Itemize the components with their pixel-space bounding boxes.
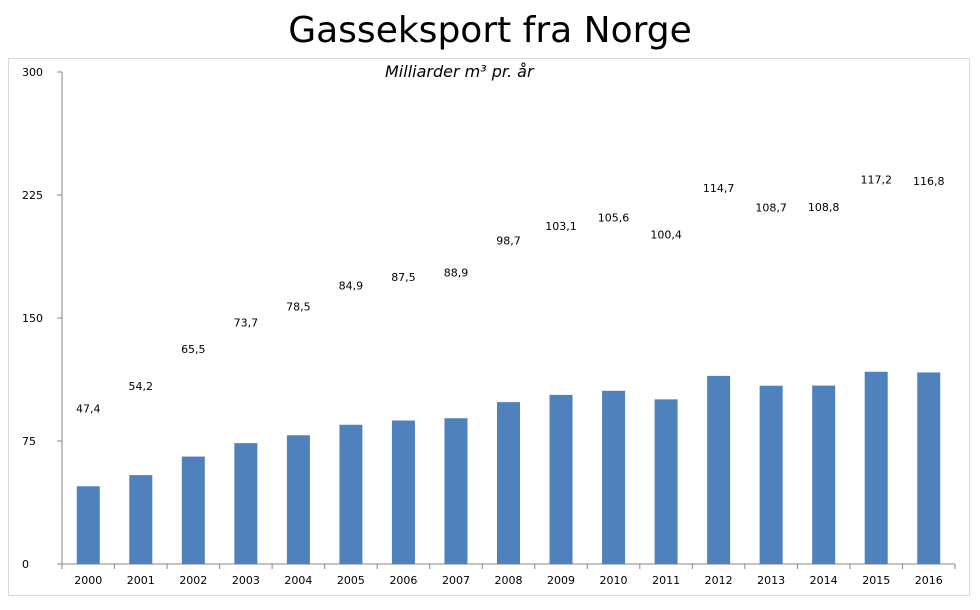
bar <box>917 372 941 564</box>
chart-bars <box>76 371 941 564</box>
data-label: 98,7 <box>496 234 521 247</box>
data-label: 47,4 <box>76 403 101 416</box>
x-tick-label: 2009 <box>547 574 575 587</box>
x-tick-label: 2002 <box>179 574 207 587</box>
data-label: 116,8 <box>913 175 945 188</box>
y-tick-label: 225 <box>22 189 43 202</box>
x-tick-label: 2001 <box>127 574 155 587</box>
bar <box>602 390 626 564</box>
data-label: 88,9 <box>444 266 469 279</box>
data-label: 108,7 <box>755 201 787 214</box>
chart-frame <box>8 58 970 596</box>
bar <box>654 399 678 564</box>
y-tick-label: 75 <box>22 435 36 448</box>
data-label: 100,4 <box>650 229 682 242</box>
y-tick-label: 0 <box>22 558 29 571</box>
bar <box>549 394 573 564</box>
bar <box>234 443 258 564</box>
data-label: 65,5 <box>181 343 206 356</box>
chart-value-labels: 2000 47,4 2001 54,2 2002 65,5 2003 73,7 2004 78,5… <box>74 174 944 587</box>
chart-axes: 0 75 150 225 300 <box>22 66 956 571</box>
x-tick-label: 2015 <box>862 574 890 587</box>
x-tick-label: 2000 <box>74 574 102 587</box>
chart-subtitle: Milliarder m³ pr. år <box>385 62 534 81</box>
bar <box>339 424 363 564</box>
bar <box>444 418 468 564</box>
x-tick-label: 2005 <box>337 574 365 587</box>
data-label: 78,5 <box>286 301 311 314</box>
bar <box>286 435 310 564</box>
bar <box>497 402 520 564</box>
x-tick-label: 2004 <box>284 574 312 587</box>
data-label: 87,5 <box>391 271 416 284</box>
data-label: 103,1 <box>545 220 577 233</box>
y-tick-label: 300 <box>22 66 43 79</box>
x-tick-label: 2014 <box>810 574 838 587</box>
data-label: 84,9 <box>339 280 364 293</box>
bar <box>391 420 415 564</box>
bar <box>759 385 783 564</box>
data-label: 73,7 <box>234 316 259 329</box>
x-tick-label: 2010 <box>600 574 628 587</box>
data-label: 105,6 <box>598 212 630 225</box>
bar <box>812 385 836 564</box>
bar <box>181 456 205 564</box>
data-label: 54,2 <box>129 380 154 393</box>
x-tick-label: 2003 <box>232 574 260 587</box>
bar <box>864 371 888 564</box>
data-label: 114,7 <box>703 182 735 195</box>
x-tick-label: 2008 <box>495 574 523 587</box>
x-tick-label: 2016 <box>915 574 943 587</box>
chart-title: Gasseksport fra Norge <box>288 10 692 51</box>
x-tick-label: 2006 <box>389 574 417 587</box>
x-tick-label: 2013 <box>757 574 785 587</box>
bar <box>707 375 731 564</box>
y-tick-label: 150 <box>22 312 43 325</box>
bar <box>76 486 100 564</box>
x-tick-label: 2012 <box>705 574 733 587</box>
bar <box>129 475 153 564</box>
x-tick-label: 2011 <box>652 574 680 587</box>
x-tick-label: 2007 <box>442 574 470 587</box>
data-label: 108,8 <box>808 201 840 214</box>
data-label: 117,2 <box>860 174 892 187</box>
